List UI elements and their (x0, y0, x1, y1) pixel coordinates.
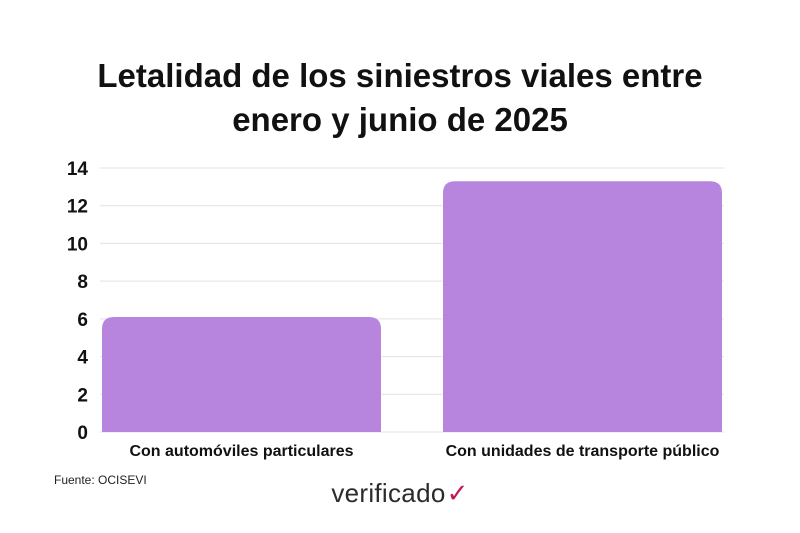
y-tick-label: 0 (77, 423, 88, 444)
chart-title: Letalidad de los siniestros viales entre… (0, 54, 800, 142)
y-tick-label: 14 (67, 159, 89, 180)
x-category-label: Con automóviles particulares (129, 443, 353, 460)
logo-text: verificado (331, 478, 446, 508)
chart-title-line-2: enero y junio de 2025 (232, 101, 568, 138)
verificado-logo: verificado✓ (0, 478, 800, 509)
check-icon: ✓ (446, 478, 469, 508)
y-tick-label: 10 (67, 234, 88, 255)
bar-0 (102, 316, 381, 432)
x-category-label: Con unidades de transporte público (446, 443, 720, 460)
source-note: Fuente: OCISEVI (54, 473, 147, 487)
y-tick-label: 2 (77, 385, 88, 406)
chart-title-line-1: Letalidad de los siniestros viales entre (97, 57, 703, 94)
bar-1 (443, 181, 722, 432)
y-tick-label: 6 (77, 310, 88, 331)
y-tick-label: 4 (77, 348, 88, 369)
y-tick-label: 8 (77, 272, 88, 293)
y-tick-label: 12 (67, 197, 88, 218)
